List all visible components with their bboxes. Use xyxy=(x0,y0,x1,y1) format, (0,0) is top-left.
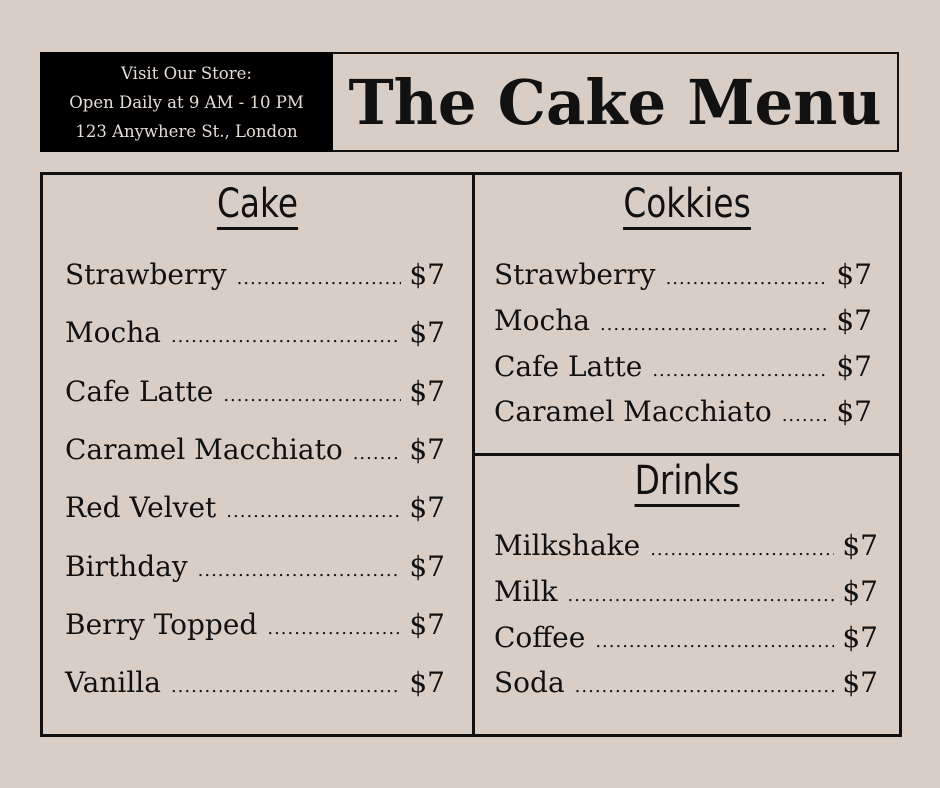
store-address: 123 Anywhere St., London xyxy=(75,121,298,141)
store-visit-label: Visit Our Store: xyxy=(121,63,252,83)
item-price: $7 xyxy=(836,303,872,337)
dot-leader xyxy=(600,310,828,340)
item-price: $7 xyxy=(409,666,445,700)
page-title: The Cake Menu xyxy=(348,65,882,139)
store-info: Visit Our Store: Open Daily at 9 AM - 10… xyxy=(40,52,333,152)
item-price: $7 xyxy=(842,666,878,700)
menu-item: Red Velvet $7 xyxy=(65,493,445,523)
cookies-heading: Cokkies xyxy=(513,181,861,230)
item-price: $7 xyxy=(836,349,872,383)
menu-item: Coffee $7 xyxy=(494,620,878,654)
item-name: Strawberry xyxy=(494,258,656,291)
item-price: $7 xyxy=(836,395,872,429)
title-box: The Cake Menu xyxy=(333,52,899,152)
dot-leader xyxy=(575,672,835,702)
menu-item: Milkshake $7 xyxy=(494,531,878,561)
dot-leader xyxy=(650,535,834,565)
menu-item: Caramel Macchiato $7 xyxy=(65,432,445,466)
dot-leader xyxy=(198,556,402,586)
drinks-heading: Drinks xyxy=(513,458,861,507)
item-name: Vanilla xyxy=(65,666,161,700)
dot-leader xyxy=(171,322,401,352)
item-name: Red Velvet xyxy=(65,491,217,525)
menu-item: Birthday $7 xyxy=(65,549,445,583)
menu-item: Milk $7 xyxy=(494,574,878,608)
item-name: Caramel Macchiato xyxy=(494,395,772,429)
item-name: Berry Topped xyxy=(65,607,258,641)
menu-item: Mocha $7 xyxy=(494,303,872,337)
dot-leader xyxy=(353,439,402,469)
dot-leader xyxy=(226,497,401,527)
item-name: Birthday xyxy=(65,549,188,583)
item-price: $7 xyxy=(409,316,445,350)
dot-leader xyxy=(666,264,829,294)
menu-item: Strawberry $7 xyxy=(494,260,872,290)
dot-leader xyxy=(267,614,401,644)
menu-item: Cafe Latte $7 xyxy=(494,349,872,383)
menu-item: Vanilla $7 xyxy=(65,668,445,698)
menu-item: Cafe Latte $7 xyxy=(65,374,445,408)
item-price: $7 xyxy=(836,258,872,291)
dot-leader xyxy=(223,381,401,411)
item-name: Coffee xyxy=(494,620,586,654)
item-price: $7 xyxy=(409,374,445,408)
vertical-divider xyxy=(472,175,475,734)
dot-leader xyxy=(568,581,835,611)
item-price: $7 xyxy=(409,549,445,583)
item-name: Cafe Latte xyxy=(65,374,214,408)
menu-item: Caramel Macchiato $7 xyxy=(494,397,872,427)
dot-leader xyxy=(595,627,834,657)
cookies-heading-text: Cokkies xyxy=(623,181,751,230)
item-name: Mocha xyxy=(494,303,590,337)
menu-item: Strawberry $7 xyxy=(65,260,445,290)
item-price: $7 xyxy=(409,432,445,466)
horizontal-divider xyxy=(475,453,899,456)
item-name: Cafe Latte xyxy=(494,349,643,383)
cake-heading-text: Cake xyxy=(216,181,299,230)
menu-item: Soda $7 xyxy=(494,668,878,698)
item-price: $7 xyxy=(409,607,445,641)
item-name: Soda xyxy=(494,666,565,700)
item-price: $7 xyxy=(842,529,878,562)
store-hours: Open Daily at 9 AM - 10 PM xyxy=(69,92,304,112)
menu-item: Mocha $7 xyxy=(65,318,445,348)
item-name: Milk xyxy=(494,574,558,608)
dot-leader xyxy=(652,356,828,386)
item-name: Caramel Macchiato xyxy=(65,432,343,466)
item-price: $7 xyxy=(842,620,878,654)
item-name: Mocha xyxy=(65,316,161,350)
dot-leader xyxy=(237,264,402,294)
cake-heading: Cake xyxy=(82,181,434,230)
item-name: Milkshake xyxy=(494,529,641,562)
menu-item: Berry Topped $7 xyxy=(65,607,445,641)
item-price: $7 xyxy=(842,574,878,608)
item-price: $7 xyxy=(409,258,445,291)
dot-leader xyxy=(171,672,401,702)
item-name: Strawberry xyxy=(65,258,227,291)
item-price: $7 xyxy=(409,491,445,525)
dot-leader xyxy=(782,401,829,431)
drinks-heading-text: Drinks xyxy=(634,458,740,507)
